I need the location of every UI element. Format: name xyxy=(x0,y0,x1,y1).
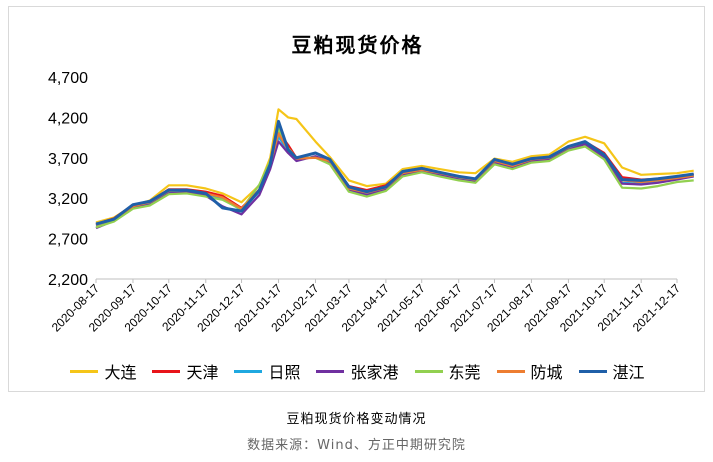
legend-swatch xyxy=(70,369,99,373)
legend-item: 湛江 xyxy=(578,359,645,383)
y-tick-label: 4,200 xyxy=(48,110,88,127)
chart-title: 豆粕现货价格 xyxy=(291,33,424,57)
legend-label: 日照 xyxy=(268,363,301,382)
legend-swatch xyxy=(578,369,607,373)
series-line-7 xyxy=(95,119,694,226)
legend-item: 张家港 xyxy=(316,359,399,383)
y-tick-label: 4,700 xyxy=(48,70,88,87)
legend-swatch xyxy=(496,369,525,373)
y-tick-label: 2,700 xyxy=(48,232,88,249)
legend-swatch xyxy=(234,369,263,373)
legend: 大连 天津 日照 张家港 东莞 防城 湛江 xyxy=(9,359,706,383)
legend-swatch xyxy=(152,369,181,373)
legend-swatch xyxy=(414,369,443,373)
series-line-1 xyxy=(95,108,694,224)
figure-caption: 豆粕现货价格变动情况 xyxy=(286,412,427,427)
legend-swatch xyxy=(316,369,345,373)
legend-label: 防城 xyxy=(530,363,563,382)
legend-item: 东莞 xyxy=(414,359,481,383)
legend-label: 张家港 xyxy=(350,363,399,382)
y-tick-label: 3,200 xyxy=(48,191,88,208)
legend-item: 天津 xyxy=(152,359,218,383)
chart-frame: 豆粕现货价格 2,200 2,700 3,200 3,700 4,200 4,700 20… xyxy=(8,6,705,392)
legend-label: 天津 xyxy=(186,363,219,382)
y-tick-label: 3,700 xyxy=(48,151,88,168)
legend-item: 大连 xyxy=(70,359,136,383)
legend-item: 日照 xyxy=(234,359,300,383)
source-note: 数据来源：Wind、方正中期研究院 xyxy=(247,438,466,453)
y-tick-label: 2,200 xyxy=(48,272,88,289)
legend-item: 防城 xyxy=(496,359,563,383)
legend-label: 大连 xyxy=(104,363,137,382)
series-line-5 xyxy=(95,127,694,229)
legend-label: 东莞 xyxy=(448,363,481,382)
legend-label: 湛江 xyxy=(612,363,645,382)
